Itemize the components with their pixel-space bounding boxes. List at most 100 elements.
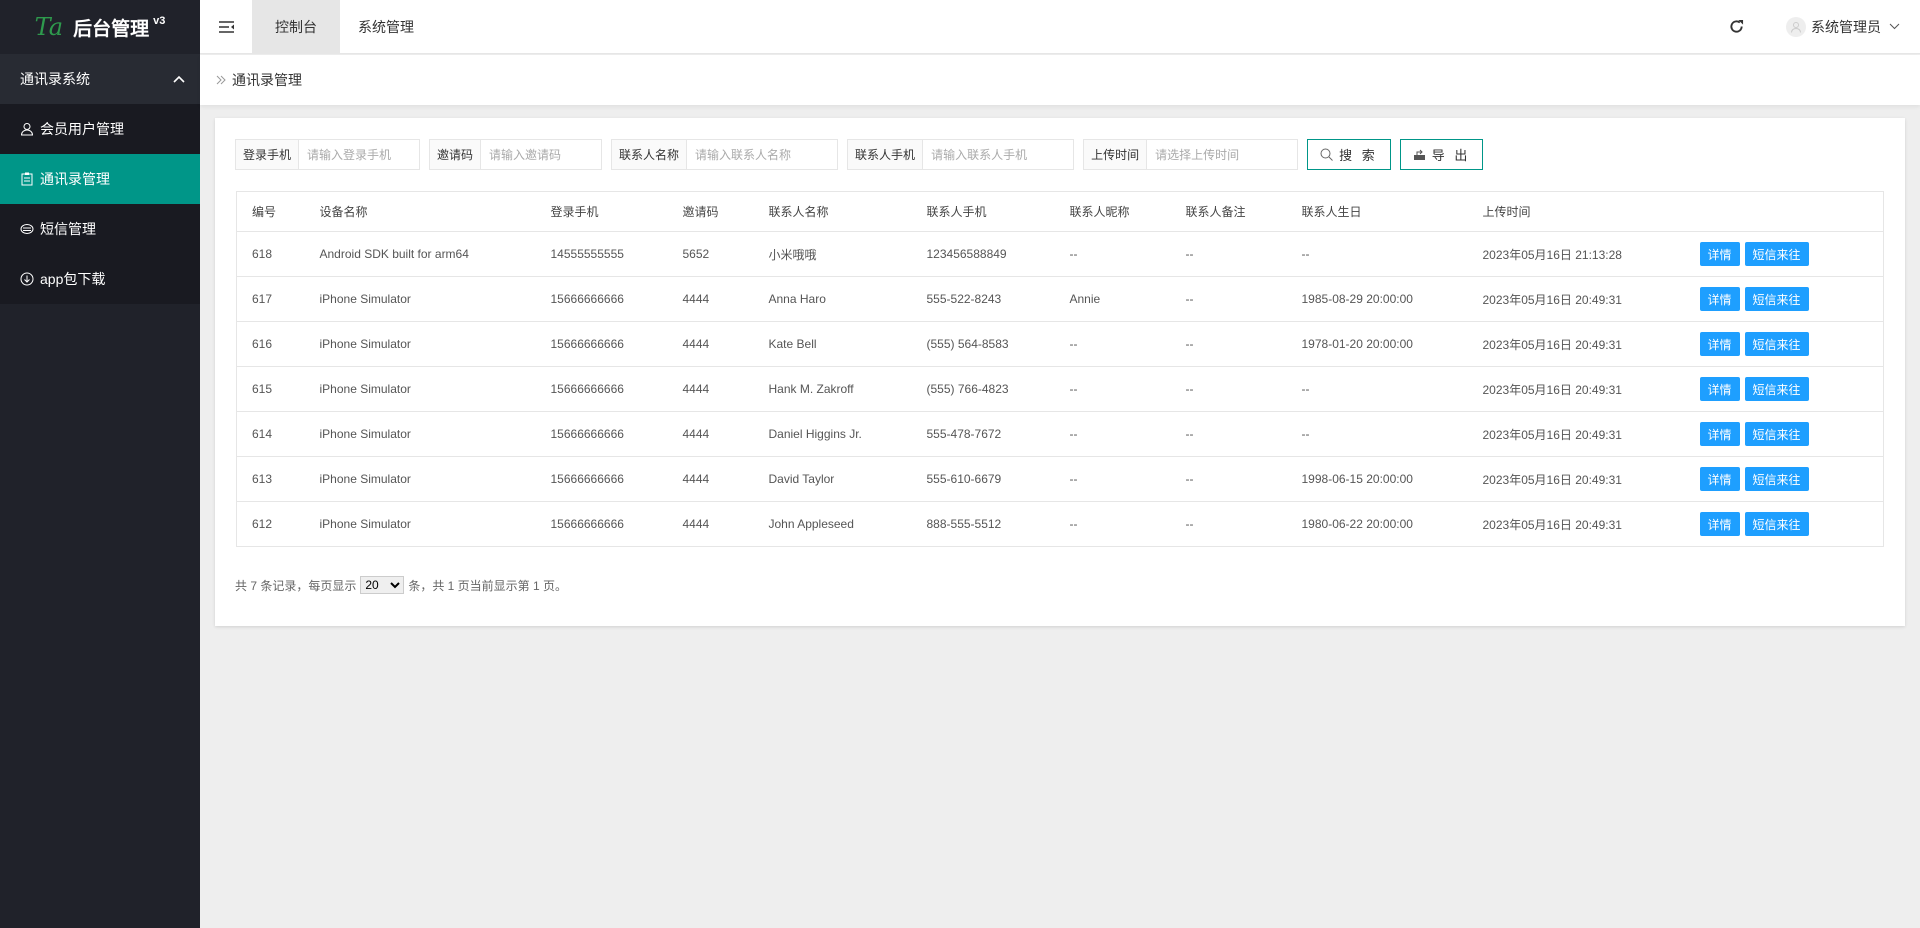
sidebar-item-members[interactable]: 会员用户管理 [0, 104, 200, 154]
menu-toggle-button[interactable] [200, 0, 252, 54]
upload-time-input[interactable] [1147, 140, 1298, 169]
contacts-table: 编号 设备名称 登录手机 邀请码 联系人名称 联系人手机 联系人昵称 联系人备注 联系人生日 上传… [236, 191, 1884, 547]
detail-button[interactable]: 详情 [1699, 377, 1740, 401]
filter-contact-phone: 联系人手机 [847, 139, 1075, 170]
detail-button[interactable]: 详情 [1699, 242, 1740, 266]
chevron-up-icon [173, 75, 185, 83]
filter-invite-code: 邀请码 [429, 139, 603, 170]
page-size-select[interactable]: 20 [360, 576, 405, 594]
search-icon [1320, 148, 1333, 161]
sidebar-group-contacts-system[interactable]: 通讯录系统 [0, 54, 200, 104]
table-row: 612 iPhone Simulator 15666666666 4444 John A… [236, 501, 1884, 547]
table-cell: 4444 [682, 276, 769, 322]
table-cell: David Taylor [768, 456, 927, 502]
column-header: 联系人生日 [1301, 191, 1483, 232]
table-cell: (555) 766-4823 [926, 366, 1070, 412]
login-phone-input[interactable] [299, 140, 420, 169]
column-header [1699, 191, 1884, 232]
actions-cell: 详情 短信来往 [1699, 366, 1884, 412]
contact-phone-input[interactable] [923, 140, 1074, 169]
table-row: 617 iPhone Simulator 15666666666 4444 Anna H… [236, 276, 1884, 322]
sidebar-item-sms[interactable]: 短信管理 [0, 204, 200, 254]
table-cell: iPhone Simulator [319, 366, 551, 412]
table-cell: 2023年05月16日 21:13:28 [1482, 231, 1700, 277]
detail-button[interactable]: 详情 [1699, 422, 1740, 446]
filter-label: 邀请码 [430, 140, 482, 169]
table-cell: Kate Bell [768, 321, 927, 367]
table-cell: iPhone Simulator [319, 501, 551, 547]
table-cell: 2023年05月16日 20:49:31 [1482, 276, 1700, 322]
sms-history-button[interactable]: 短信来往 [1744, 287, 1809, 311]
sms-history-button[interactable]: 短信来往 [1744, 467, 1809, 491]
search-button[interactable]: 搜 索 [1307, 139, 1391, 170]
table-cell: -- [1301, 231, 1483, 277]
table-cell: 15666666666 [550, 456, 683, 502]
chevron-down-icon [1889, 23, 1900, 30]
table-cell: 4444 [682, 456, 769, 502]
table-cell: 15666666666 [550, 501, 683, 547]
top-header: 控制台 系统管理 系统管理员 [200, 0, 1920, 54]
table-cell: 15666666666 [550, 321, 683, 367]
export-icon [1413, 149, 1425, 160]
pagination: 共 7 条记录，每页显示 20 条，共 1 页当前显示第 1 页。 [235, 576, 567, 594]
table-cell: -- [1069, 456, 1186, 502]
column-header: 编号 [236, 191, 320, 232]
detail-button[interactable]: 详情 [1699, 512, 1740, 536]
export-button[interactable]: 导 出 [1399, 139, 1484, 170]
actions-cell: 详情 短信来往 [1699, 276, 1884, 322]
sidebar-group-label: 通讯录系统 [20, 71, 90, 87]
table-cell: 4444 [682, 501, 769, 547]
sidebar-item-label: app包下载 [40, 271, 106, 287]
table-row: 616 iPhone Simulator 15666666666 4444 Kate B… [236, 321, 1884, 367]
table-cell: 1978-01-20 20:00:00 [1301, 321, 1483, 367]
tab-console[interactable]: 控制台 [252, 0, 340, 54]
sms-history-button[interactable]: 短信来往 [1744, 332, 1809, 356]
refresh-button[interactable] [1716, 19, 1756, 34]
sidebar-item-contacts[interactable]: 通讯录管理 [0, 154, 200, 204]
table-cell: 1985-08-29 20:00:00 [1301, 276, 1483, 322]
avatar [1786, 16, 1806, 37]
column-header: 上传时间 [1482, 191, 1700, 232]
sms-history-button[interactable]: 短信来往 [1744, 512, 1809, 536]
detail-button[interactable]: 详情 [1699, 332, 1740, 356]
table-cell: 1980-06-22 20:00:00 [1301, 501, 1483, 547]
breadcrumb: 通讯录管理 [200, 55, 1920, 105]
table-cell: -- [1185, 411, 1302, 457]
filter-contact-name: 联系人名称 [611, 139, 839, 170]
sidebar-item-app-download[interactable]: app包下载 [0, 254, 200, 304]
table-row: 618 Android SDK built for arm64 1455555555… [236, 231, 1884, 277]
column-header: 设备名称 [319, 191, 551, 232]
column-header: 联系人名称 [768, 191, 927, 232]
column-header: 联系人昵称 [1069, 191, 1186, 232]
detail-button[interactable]: 详情 [1699, 287, 1740, 311]
table-cell: Android SDK built for arm64 [319, 231, 551, 277]
user-name: 系统管理员 [1811, 18, 1881, 35]
app-title: 后台管理 [73, 18, 150, 40]
table-cell: 小米哦哦 [768, 231, 927, 277]
detail-button[interactable]: 详情 [1699, 467, 1740, 491]
table-cell: 888-555-5512 [926, 501, 1070, 547]
table-cell: 613 [236, 456, 320, 502]
table-cell: (555) 564-8583 [926, 321, 1070, 367]
table-cell: -- [1185, 321, 1302, 367]
table-cell: 1998-06-15 20:00:00 [1301, 456, 1483, 502]
user-menu[interactable]: 系统管理员 [1786, 16, 1900, 37]
sms-history-button[interactable]: 短信来往 [1744, 242, 1809, 266]
table-cell: 612 [236, 501, 320, 547]
column-header: 联系人手机 [926, 191, 1070, 232]
logo[interactable]: Ta 后台管理 v3 [0, 0, 200, 54]
invite-code-input[interactable] [481, 140, 602, 169]
tab-system-management[interactable]: 系统管理 [358, 18, 414, 35]
sms-history-button[interactable]: 短信来往 [1744, 377, 1809, 401]
contact-name-input[interactable] [687, 140, 838, 169]
sms-history-button[interactable]: 短信来往 [1744, 422, 1809, 446]
table-cell: Daniel Higgins Jr. [768, 411, 927, 457]
sidebar-item-label: 通讯录管理 [40, 171, 110, 187]
table-cell: 2023年05月16日 20:49:31 [1482, 366, 1700, 412]
table-row: 615 iPhone Simulator 15666666666 4444 Hank M… [236, 366, 1884, 412]
table-cell: Hank M. Zakroff [768, 366, 927, 412]
content-card: 登录手机 邀请码 联系人名称 联系人手机 上传时间 搜 索 导 出 编号设备名称… [215, 118, 1905, 626]
table-cell: 14555555555 [550, 231, 683, 277]
filter-bar: 登录手机 邀请码 联系人名称 联系人手机 上传时间 搜 索 导 出 [235, 139, 1484, 170]
user-icon [20, 122, 34, 136]
